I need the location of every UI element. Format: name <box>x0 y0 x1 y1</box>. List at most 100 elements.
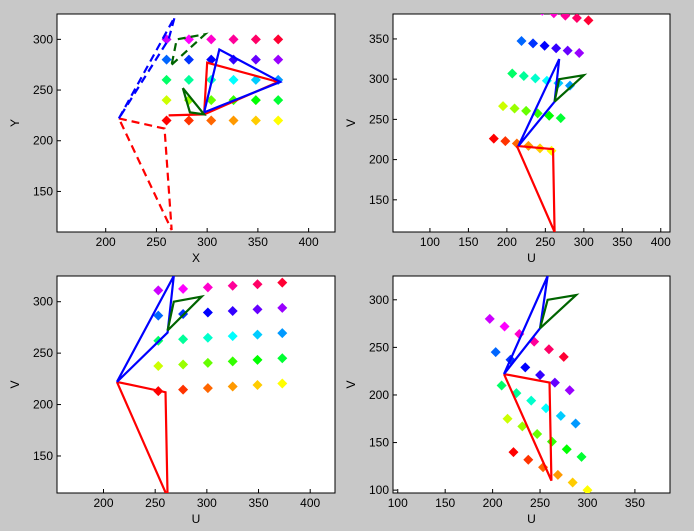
point <box>250 74 261 85</box>
y-tick-label: 200 <box>369 153 389 167</box>
point <box>558 351 569 362</box>
line <box>515 144 556 232</box>
point <box>582 485 593 493</box>
x-tick-label: 400 <box>300 496 320 510</box>
point <box>532 428 543 439</box>
point <box>517 421 528 432</box>
point <box>541 403 552 414</box>
point <box>567 477 578 488</box>
point <box>161 54 172 65</box>
point <box>555 410 566 421</box>
point <box>183 74 194 85</box>
point <box>509 103 520 114</box>
line <box>115 276 175 383</box>
point <box>252 304 263 315</box>
x-tick-label: 200 <box>497 235 517 249</box>
point <box>530 73 541 84</box>
point <box>564 80 575 91</box>
point <box>549 377 560 388</box>
x-tick-label: 400 <box>299 235 319 249</box>
y-tick-label: 300 <box>369 293 389 307</box>
point <box>520 362 531 373</box>
point <box>161 115 172 126</box>
x-tick-label: 200 <box>483 496 503 510</box>
point <box>202 332 213 343</box>
point <box>183 115 194 126</box>
point <box>523 454 534 465</box>
y-tick-label: 150 <box>369 193 389 207</box>
plot-content <box>117 16 284 231</box>
y-tick-label: 300 <box>33 32 53 46</box>
point <box>552 469 563 480</box>
y-axis-label: V <box>344 380 358 388</box>
point <box>227 331 238 342</box>
point <box>178 283 189 294</box>
axes: 200 250 300 350 400 150 200 250 300 U V <box>8 275 336 526</box>
y-tick-label: 150 <box>33 449 53 463</box>
line <box>117 16 176 120</box>
point <box>250 54 261 65</box>
x-tick-label: 150 <box>458 235 478 249</box>
point <box>273 95 284 106</box>
line <box>115 380 169 493</box>
point <box>555 113 566 124</box>
point <box>252 329 263 340</box>
point <box>227 280 238 291</box>
point <box>543 344 554 355</box>
point <box>273 34 284 45</box>
line <box>538 293 580 330</box>
point <box>161 74 172 85</box>
point <box>498 101 509 112</box>
point <box>202 383 213 394</box>
point <box>252 279 263 290</box>
y-tick-label: 150 <box>33 184 53 198</box>
point <box>250 115 261 126</box>
axes: 200 250 300 350 400 150 200 250 300 X Y <box>8 13 336 265</box>
line <box>170 32 209 66</box>
point <box>202 307 213 318</box>
line <box>502 276 549 375</box>
x-tick-label: 250 <box>535 235 555 249</box>
x-tick-label: 300 <box>577 496 597 510</box>
x-tick-label: 250 <box>146 235 166 249</box>
point <box>539 40 550 51</box>
y-axis-label: V <box>8 380 22 388</box>
point <box>228 115 239 126</box>
point <box>571 14 582 24</box>
x-tick-label: 250 <box>145 496 165 510</box>
x-axis-label: U <box>527 251 536 265</box>
x-tick-label: 200 <box>96 235 116 249</box>
point <box>500 136 511 147</box>
line <box>517 58 561 147</box>
point <box>202 357 213 368</box>
line <box>117 117 173 231</box>
point <box>535 369 546 380</box>
axes: 100 150 200 250 300 350 100 150 200 250 300 U V <box>344 275 671 526</box>
point <box>183 54 194 65</box>
point <box>560 14 571 21</box>
point <box>153 285 164 296</box>
x-tick-label: 250 <box>530 496 550 510</box>
y-tick-label: 150 <box>369 436 389 450</box>
x-axis-label: U <box>192 512 201 526</box>
point <box>583 15 594 26</box>
x-tick-label: 350 <box>612 235 632 249</box>
point <box>228 54 239 65</box>
y-axis-label: Y <box>8 119 22 127</box>
line <box>181 87 207 116</box>
point <box>574 48 585 59</box>
point <box>507 68 518 79</box>
y-tick-label: 300 <box>369 72 389 86</box>
x-tick-label: 400 <box>651 235 671 249</box>
point <box>227 356 238 367</box>
x-axis-label: X <box>192 251 200 265</box>
y-tick-label: 200 <box>33 134 53 148</box>
point <box>273 54 284 65</box>
point <box>576 451 587 462</box>
y-axis-label: V <box>344 119 358 127</box>
point <box>206 115 217 126</box>
point <box>496 380 507 391</box>
point <box>277 328 288 339</box>
point <box>161 95 172 106</box>
